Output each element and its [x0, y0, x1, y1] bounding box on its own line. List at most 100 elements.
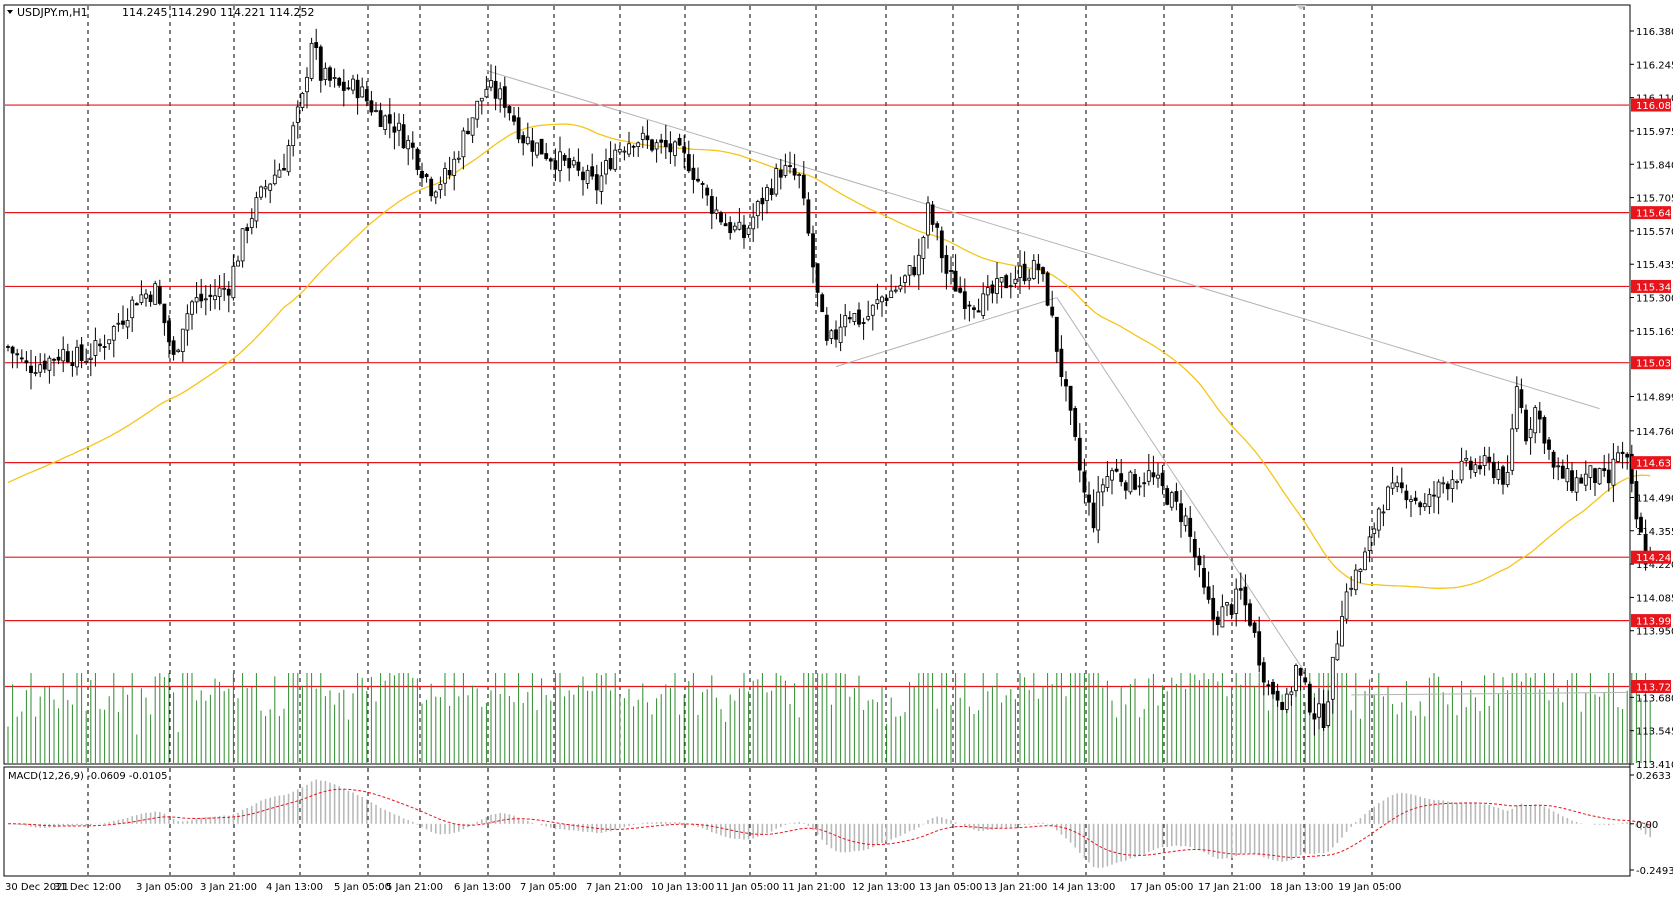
- candle[interactable]: [424, 172, 429, 183]
- candle[interactable]: [659, 133, 664, 154]
- candle[interactable]: [447, 156, 452, 180]
- candle[interactable]: [737, 207, 742, 231]
- candle[interactable]: [1087, 481, 1091, 516]
- candle[interactable]: [562, 153, 567, 166]
- candle[interactable]: [88, 343, 93, 377]
- candle[interactable]: [93, 327, 98, 367]
- candle[interactable]: [921, 235, 926, 275]
- candle[interactable]: [1312, 697, 1317, 736]
- level-price-tag[interactable]: [1631, 680, 1671, 694]
- candle[interactable]: [811, 225, 815, 284]
- candle[interactable]: [98, 338, 102, 352]
- candle[interactable]: [79, 336, 84, 369]
- candle[interactable]: [939, 226, 944, 273]
- candle[interactable]: [102, 334, 107, 360]
- candle[interactable]: [171, 336, 176, 361]
- candle[interactable]: [70, 350, 75, 377]
- candle[interactable]: [535, 142, 539, 159]
- candle[interactable]: [1128, 470, 1133, 495]
- candle[interactable]: [567, 148, 572, 182]
- candle[interactable]: [1459, 447, 1464, 484]
- candle[interactable]: [286, 139, 291, 176]
- candle[interactable]: [1215, 611, 1220, 636]
- candle[interactable]: [1353, 564, 1358, 595]
- candle[interactable]: [1133, 469, 1137, 491]
- candle[interactable]: [1289, 686, 1294, 706]
- candle[interactable]: [1225, 601, 1229, 617]
- candle[interactable]: [1252, 621, 1257, 638]
- candle[interactable]: [346, 80, 351, 91]
- candle[interactable]: [1487, 446, 1492, 471]
- candle[interactable]: [107, 339, 112, 350]
- candle[interactable]: [889, 274, 894, 299]
- candle[interactable]: [1100, 478, 1105, 507]
- candle[interactable]: [714, 196, 719, 220]
- candle[interactable]: [1082, 458, 1087, 504]
- candle[interactable]: [475, 100, 480, 128]
- candle[interactable]: [1248, 599, 1252, 628]
- candle[interactable]: [751, 203, 756, 242]
- candle[interactable]: [696, 167, 700, 183]
- candle[interactable]: [1280, 701, 1285, 711]
- candle[interactable]: [1179, 490, 1183, 538]
- candle[interactable]: [1570, 462, 1574, 494]
- candle[interactable]: [1261, 657, 1266, 696]
- candle[interactable]: [1077, 423, 1082, 483]
- candle[interactable]: [65, 343, 70, 364]
- candle[interactable]: [1491, 453, 1496, 485]
- candle[interactable]: [723, 213, 728, 227]
- candle[interactable]: [1588, 465, 1593, 490]
- candle[interactable]: [489, 64, 493, 92]
- candle[interactable]: [544, 142, 549, 161]
- candle[interactable]: [898, 276, 903, 293]
- candle[interactable]: [277, 163, 282, 178]
- candle[interactable]: [1303, 668, 1308, 686]
- candle[interactable]: [852, 312, 857, 326]
- trend-line[interactable]: [835, 297, 1057, 368]
- candle[interactable]: [443, 162, 447, 196]
- candle[interactable]: [1639, 512, 1643, 533]
- candle[interactable]: [1363, 547, 1367, 571]
- candle[interactable]: [1386, 485, 1390, 511]
- candle[interactable]: [1620, 441, 1625, 469]
- level-price-tag[interactable]: [1631, 98, 1671, 112]
- candle[interactable]: [1169, 490, 1174, 511]
- candle[interactable]: [1358, 568, 1363, 584]
- candle[interactable]: [10, 345, 15, 369]
- candle[interactable]: [61, 336, 66, 373]
- candle[interactable]: [1399, 467, 1404, 494]
- candle[interactable]: [415, 147, 420, 176]
- candle[interactable]: [318, 44, 323, 93]
- candle[interactable]: [397, 113, 401, 147]
- candle[interactable]: [1018, 250, 1022, 295]
- candle[interactable]: [75, 339, 79, 376]
- candle[interactable]: [1565, 454, 1570, 491]
- level-price-tag[interactable]: [1631, 279, 1671, 293]
- candle[interactable]: [903, 274, 907, 294]
- candle[interactable]: [1344, 583, 1349, 624]
- candle[interactable]: [1455, 479, 1459, 490]
- candle[interactable]: [1004, 273, 1009, 289]
- candle[interactable]: [1583, 460, 1588, 492]
- candle[interactable]: [866, 300, 871, 322]
- candle[interactable]: [190, 299, 194, 330]
- candle[interactable]: [332, 68, 337, 88]
- candle[interactable]: [769, 178, 774, 201]
- candle[interactable]: [1243, 574, 1248, 622]
- candle[interactable]: [742, 215, 746, 249]
- candle[interactable]: [1294, 663, 1298, 697]
- candle[interactable]: [512, 106, 516, 126]
- candle[interactable]: [755, 199, 760, 229]
- candle[interactable]: [1432, 480, 1436, 514]
- candle[interactable]: [203, 285, 208, 316]
- collapse-arrow-icon[interactable]: [7, 10, 13, 14]
- candle[interactable]: [1390, 466, 1395, 495]
- candle[interactable]: [438, 176, 443, 199]
- candle[interactable]: [521, 131, 526, 156]
- candle[interactable]: [815, 263, 820, 307]
- candle[interactable]: [640, 126, 645, 149]
- candle[interactable]: [585, 164, 590, 189]
- candle[interactable]: [222, 272, 227, 301]
- candle[interactable]: [1321, 689, 1326, 731]
- candle[interactable]: [309, 37, 314, 82]
